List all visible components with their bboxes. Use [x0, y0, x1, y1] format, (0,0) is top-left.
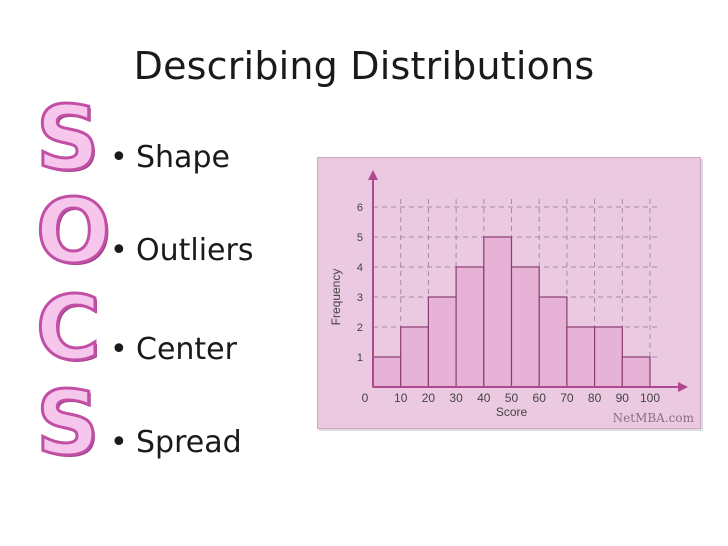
bullet-glyph: • [110, 140, 128, 175]
y-tick-label: 6 [357, 202, 363, 214]
x-tick-label: 20 [422, 391, 436, 405]
x-tick-label: 30 [449, 391, 463, 405]
x-tick-label: 70 [560, 391, 574, 405]
y-axis-arrow-icon [368, 170, 378, 180]
bullet-label: Center [136, 332, 237, 367]
histogram-bar [372, 356, 402, 388]
x-axis-arrow-icon [678, 382, 688, 392]
bullet-glyph: • [110, 425, 128, 460]
watermark-text: NetMBA.com [613, 411, 695, 425]
socs-letter-o-outliers: O [35, 180, 113, 283]
histogram-bar [621, 356, 651, 388]
x-tick-label: 50 [505, 391, 519, 405]
histogram-bar [538, 296, 568, 388]
socs-letter-s-spread: S [35, 372, 101, 475]
bullet-label: Shape [136, 140, 230, 175]
x-tick-label: 100 [640, 391, 660, 405]
x-tick-label: 80 [588, 391, 602, 405]
socs-letter-c-center: C [35, 277, 103, 380]
x-tick-label: 40 [477, 391, 491, 405]
histogram-bar [483, 236, 513, 388]
histogram-bar [566, 326, 596, 388]
histogram-bar [594, 326, 623, 388]
bullet-glyph: • [110, 233, 128, 268]
histogram-bar [427, 296, 457, 388]
bullet-spread: • Spread [110, 425, 242, 460]
y-tick-label: 2 [357, 322, 363, 334]
y-tick-label: 5 [357, 232, 363, 244]
histogram-bar [400, 326, 429, 388]
y-tick-label: 4 [357, 262, 363, 274]
y-tick-label: 1 [357, 352, 363, 364]
histogram-bar [510, 266, 540, 388]
bullet-center: • Center [110, 332, 237, 367]
histogram-bar [455, 266, 485, 388]
bullet-label: Outliers [136, 233, 254, 268]
x-axis-label: Score [496, 405, 528, 419]
x-tick-label: 10 [394, 391, 408, 405]
x-tick-label: 60 [533, 391, 547, 405]
bullet-label: Spread [136, 425, 242, 460]
slide-title: Describing Distributions [133, 44, 595, 88]
histogram-chart: 1 2 3 4 5 6 0 10 20 30 40 50 60 70 80 90 100 Score Frequen… [317, 157, 701, 429]
y-tick-label: 3 [357, 292, 363, 304]
bullet-shape: • Shape [110, 140, 230, 175]
y-axis-label: Frequency [329, 269, 343, 326]
bullet-glyph: • [110, 332, 128, 367]
bullet-outliers: • Outliers [110, 233, 253, 268]
x-tick-label: 90 [616, 391, 630, 405]
socs-letter-s-shape: S [35, 87, 101, 190]
x-tick-label: 0 [362, 391, 369, 405]
